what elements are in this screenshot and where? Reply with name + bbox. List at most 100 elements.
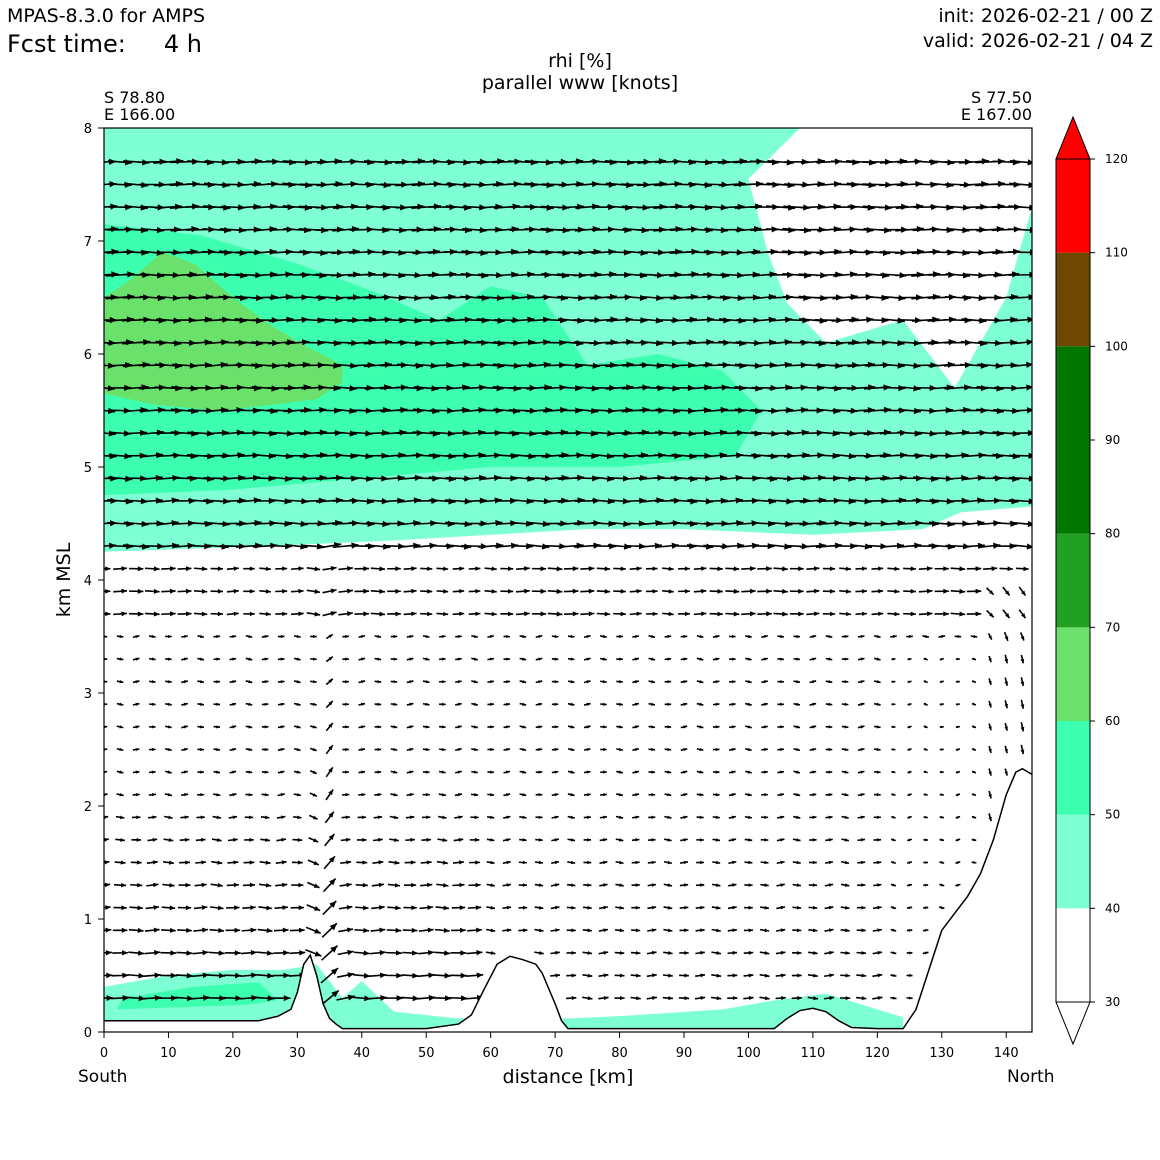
- wind-vector: [161, 566, 176, 572]
- wind-vector: [165, 657, 172, 661]
- wind-vector: [600, 680, 607, 684]
- wind-vector: [417, 972, 435, 979]
- wind-vector: [613, 566, 626, 572]
- wind-vector: [793, 634, 801, 639]
- colorbar-segment: [1056, 533, 1090, 628]
- wind-vector: [939, 815, 945, 819]
- wind-vector: [534, 928, 544, 933]
- wind-vector: [197, 725, 205, 729]
- wind-vector: [808, 883, 818, 887]
- wind-vector: [662, 566, 674, 571]
- wind-vector: [857, 747, 865, 752]
- wind-vector: [104, 972, 113, 979]
- wind-vector: [550, 950, 560, 955]
- wind-vector: [179, 860, 191, 865]
- wind-vector: [582, 905, 592, 910]
- wind-vector: [744, 905, 753, 910]
- wind-vector: [776, 883, 785, 887]
- south-label: South: [78, 1067, 127, 1087]
- wind-vector: [422, 634, 430, 639]
- wind-vector: [438, 792, 447, 797]
- wind-vector: [955, 860, 961, 865]
- wind-vector: [580, 611, 595, 617]
- x-tick-label: 40: [354, 1046, 371, 1061]
- x-tick-label: 20: [225, 1046, 242, 1061]
- wind-vector: [177, 588, 192, 594]
- wind-vector: [1002, 609, 1011, 619]
- wind-vector: [632, 770, 640, 774]
- wind-vector: [1010, 316, 1032, 323]
- wind-vector: [966, 566, 982, 572]
- wind-vector: [696, 793, 704, 797]
- wind-vector: [761, 657, 768, 661]
- wind-vector: [104, 566, 111, 572]
- wind-vector: [406, 634, 414, 639]
- wind-vector: [487, 725, 494, 729]
- wind-vector: [1020, 677, 1025, 687]
- wind-vector: [567, 725, 575, 729]
- wind-vector: [450, 950, 467, 956]
- wind-vector: [615, 905, 624, 910]
- wind-vector: [468, 611, 481, 617]
- wind-vector: [422, 747, 430, 752]
- wind-vector: [662, 996, 674, 1001]
- wind-vector: [890, 883, 897, 887]
- wind-vector: [809, 747, 817, 752]
- wind-vector: [822, 611, 836, 617]
- wind-vector: [487, 657, 495, 661]
- wind-vector: [164, 792, 173, 797]
- wind-vector: [503, 702, 511, 706]
- wind-vector: [358, 680, 366, 684]
- chart-subtitle: parallel www [knots]: [482, 72, 678, 94]
- wind-vector: [615, 860, 624, 865]
- forecast-time-label: Fcst time:: [7, 30, 126, 58]
- wind-vector: [465, 972, 484, 979]
- wind-vector: [289, 950, 306, 956]
- wind-vector: [1020, 744, 1025, 755]
- wind-vector: [592, 475, 615, 482]
- wind-vector: [112, 927, 128, 933]
- wind-vector: [567, 815, 575, 819]
- wind-vector: [177, 611, 192, 617]
- wind-vector: [741, 611, 756, 617]
- wind-vector: [451, 905, 466, 911]
- wind-vector: [841, 634, 849, 639]
- wind-vector: [390, 634, 398, 639]
- wind-vector: [403, 905, 417, 911]
- colorbar-tick-label: 100: [1105, 339, 1128, 353]
- wind-vector: [857, 725, 865, 729]
- wind-vector: [293, 747, 301, 752]
- wind-vector: [434, 927, 450, 933]
- wind-vector: [104, 995, 114, 1001]
- wind-vector: [470, 815, 479, 820]
- wind-vector: [825, 702, 833, 706]
- wind-vector: [145, 566, 160, 572]
- wind-vector: [213, 792, 221, 797]
- wind-vector: [777, 702, 784, 706]
- wind-vector: [403, 566, 417, 571]
- wind-vector: [144, 950, 161, 956]
- y-axis-label: km MSL: [53, 542, 75, 617]
- wind-vector: [971, 725, 977, 729]
- wind-vector: [696, 860, 705, 865]
- wind-vector: [352, 995, 372, 1002]
- wind-vector: [711, 905, 721, 910]
- wind-vector: [872, 905, 882, 910]
- wind-vector: [874, 770, 881, 774]
- wind-vector: [149, 702, 156, 706]
- wind-vector: [196, 815, 205, 820]
- wind-vector: [971, 793, 977, 797]
- wind-vector: [808, 928, 818, 933]
- wind-vector: [259, 611, 271, 617]
- wind-vector: [116, 792, 124, 797]
- wind-vector: [551, 634, 559, 639]
- wind-vector: [580, 566, 595, 572]
- wind-vector: [213, 680, 221, 684]
- wind-vector: [727, 950, 738, 955]
- wind-vector: [452, 589, 465, 594]
- wind-vector: [1018, 609, 1027, 619]
- wind-vector: [809, 793, 817, 797]
- wind-vector: [132, 702, 140, 706]
- wind-vector: [104, 905, 111, 910]
- wind-vector: [406, 702, 414, 706]
